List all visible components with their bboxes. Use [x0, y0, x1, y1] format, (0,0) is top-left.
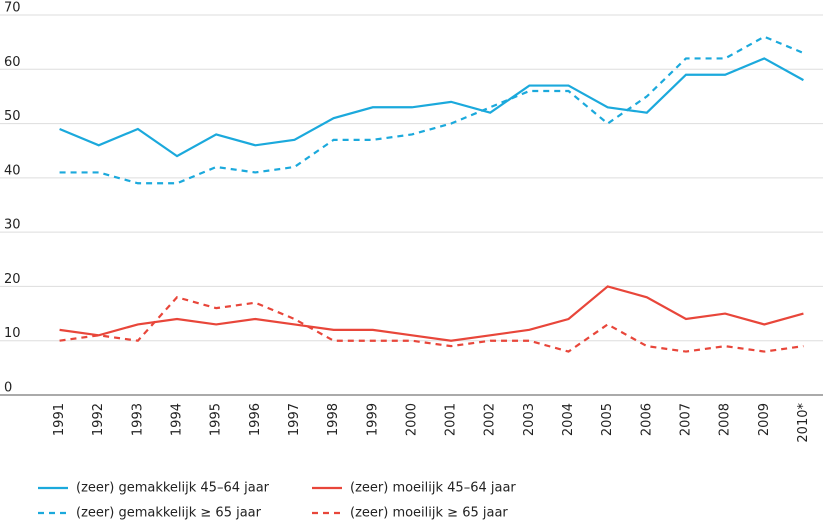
y-tick-label: 30 — [4, 218, 21, 233]
x-tick-label: 2010* — [796, 403, 811, 443]
y-tick-label: 40 — [4, 163, 21, 178]
x-tick-label: 2006 — [639, 403, 654, 436]
line-series — [59, 35, 804, 185]
x-tick-label: 1992 — [91, 403, 106, 436]
legend-label: (zeer) moeilijk 45–64 jaar — [350, 481, 516, 496]
legend-label: (zeer) moeilijk ≥ 65 jaar — [350, 506, 508, 521]
line-series — [59, 57, 804, 158]
legend-label: (zeer) gemakkelijk 45–64 jaar — [76, 481, 270, 496]
y-tick-label: 50 — [4, 109, 21, 124]
line-series — [59, 296, 804, 353]
y-tick-label: 10 — [4, 326, 21, 341]
x-tick-label: 2009 — [757, 403, 772, 436]
line-series — [59, 285, 804, 342]
x-tick-label: 1991 — [52, 403, 67, 436]
x-tick-label: 1997 — [287, 403, 302, 436]
x-tick-label: 1994 — [170, 403, 185, 436]
x-tick-label: 2004 — [561, 403, 576, 436]
y-tick-label: 60 — [4, 55, 21, 70]
x-tick-label: 2003 — [522, 403, 537, 436]
x-tick-label: 2000 — [404, 403, 419, 436]
x-tick-label: 2007 — [678, 403, 693, 436]
x-tick-label: 1993 — [130, 403, 145, 436]
x-tick-label: 2008 — [718, 403, 733, 436]
x-tick-label: 2002 — [483, 403, 498, 436]
x-tick-label: 1998 — [326, 403, 341, 436]
x-tick-label: 1995 — [209, 403, 224, 436]
y-tick-label: 20 — [4, 272, 21, 287]
y-tick-label: 70 — [4, 1, 21, 16]
x-tick-label: 2001 — [444, 403, 459, 436]
legend-label: (zeer) gemakkelijk ≥ 65 jaar — [76, 506, 262, 521]
x-tick-label: 1996 — [248, 403, 263, 436]
x-tick-label: 2005 — [600, 403, 615, 436]
y-tick-label: 0 — [4, 381, 12, 396]
x-tick-label: 1999 — [365, 403, 380, 436]
